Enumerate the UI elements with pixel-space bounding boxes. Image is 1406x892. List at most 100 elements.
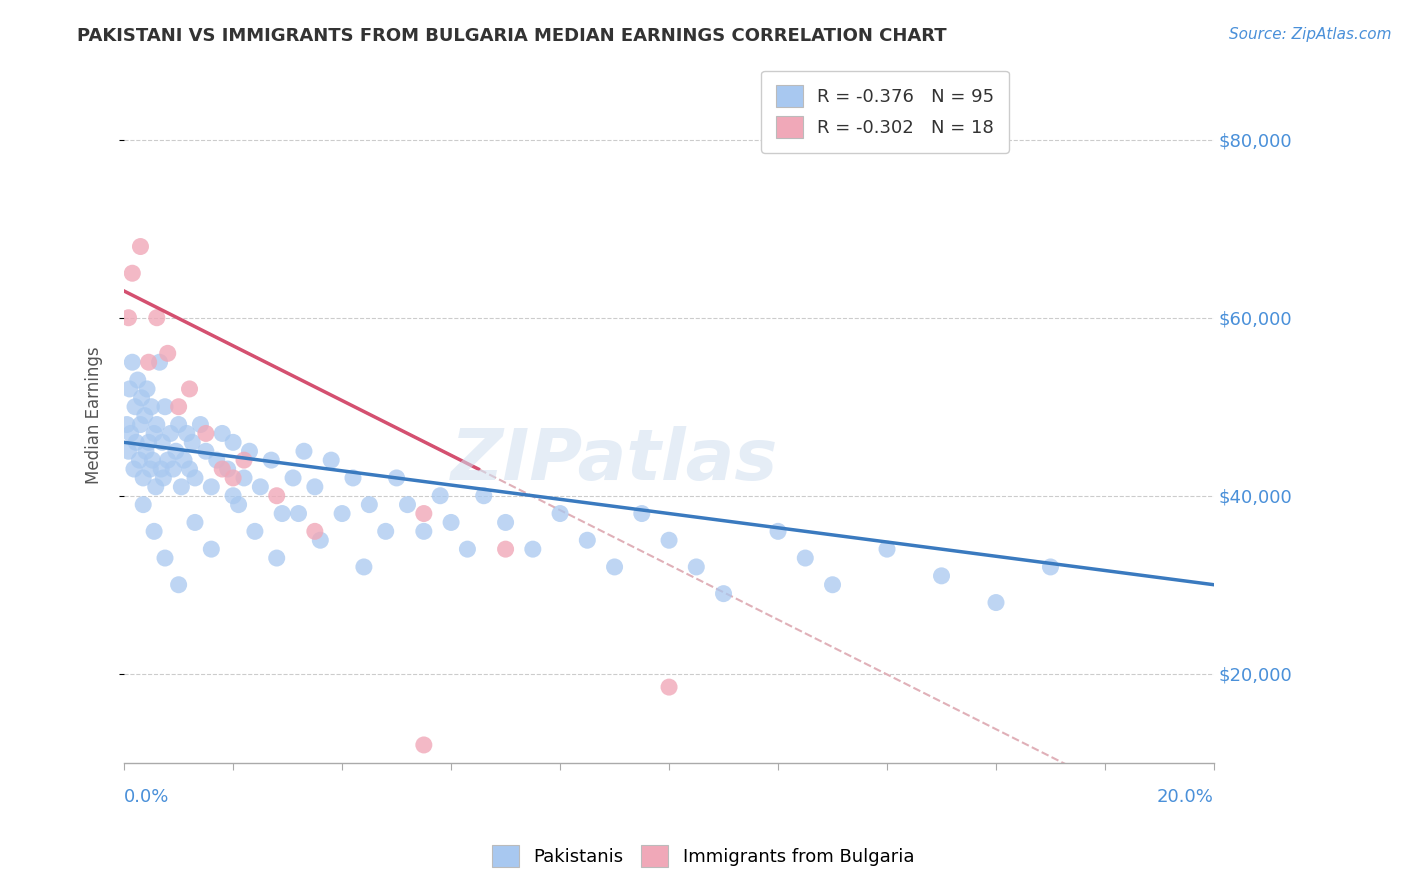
Point xyxy=(205,453,228,467)
Point xyxy=(630,507,652,521)
Point xyxy=(121,355,143,369)
Point xyxy=(135,444,157,458)
Point xyxy=(141,453,163,467)
Point xyxy=(222,471,245,485)
Point xyxy=(138,435,160,450)
Point xyxy=(304,480,326,494)
Point xyxy=(576,533,599,548)
Point xyxy=(713,587,735,601)
Point xyxy=(122,462,145,476)
Point xyxy=(1039,560,1062,574)
Point xyxy=(440,516,463,530)
Point xyxy=(271,507,294,521)
Point xyxy=(238,444,260,458)
Point xyxy=(412,738,434,752)
Point xyxy=(211,462,233,476)
Point xyxy=(146,417,169,432)
Point xyxy=(260,453,283,467)
Point xyxy=(134,409,156,423)
Point xyxy=(222,435,245,450)
Point xyxy=(118,382,141,396)
Point xyxy=(309,533,332,548)
Point xyxy=(138,355,160,369)
Point xyxy=(342,471,364,485)
Point xyxy=(412,524,434,539)
Point xyxy=(353,560,375,574)
Point xyxy=(495,542,517,557)
Text: 20.0%: 20.0% xyxy=(1157,788,1213,805)
Point xyxy=(141,400,163,414)
Point xyxy=(167,417,190,432)
Point xyxy=(429,489,451,503)
Point xyxy=(139,462,162,476)
Point xyxy=(292,444,315,458)
Point xyxy=(159,426,181,441)
Point xyxy=(179,462,201,476)
Point xyxy=(472,489,495,503)
Point xyxy=(931,569,953,583)
Point xyxy=(266,489,288,503)
Point xyxy=(132,471,155,485)
Point xyxy=(233,453,256,467)
Point xyxy=(984,595,1007,609)
Point xyxy=(125,435,148,450)
Point xyxy=(359,498,381,512)
Point xyxy=(304,524,326,539)
Point xyxy=(412,507,434,521)
Point xyxy=(228,498,250,512)
Point xyxy=(117,310,139,325)
Point xyxy=(396,498,419,512)
Point xyxy=(148,355,170,369)
Point xyxy=(132,498,155,512)
Point xyxy=(145,480,167,494)
Point xyxy=(156,453,179,467)
Point xyxy=(522,542,544,557)
Point xyxy=(156,346,179,360)
Point xyxy=(181,435,204,450)
Point xyxy=(128,453,150,467)
Point xyxy=(129,239,152,253)
Point xyxy=(143,426,166,441)
Point xyxy=(152,471,174,485)
Legend: R = -0.376   N = 95, R = -0.302   N = 18: R = -0.376 N = 95, R = -0.302 N = 18 xyxy=(761,70,1008,153)
Point xyxy=(153,551,176,566)
Text: PAKISTANI VS IMMIGRANTS FROM BULGARIA MEDIAN EARNINGS CORRELATION CHART: PAKISTANI VS IMMIGRANTS FROM BULGARIA ME… xyxy=(77,27,948,45)
Point xyxy=(876,542,898,557)
Point xyxy=(129,417,152,432)
Text: ZIPatlas: ZIPatlas xyxy=(451,425,779,495)
Point xyxy=(179,382,201,396)
Legend: Pakistanis, Immigrants from Bulgaria: Pakistanis, Immigrants from Bulgaria xyxy=(485,838,921,874)
Point xyxy=(136,382,159,396)
Point xyxy=(150,435,173,450)
Point xyxy=(200,542,222,557)
Point xyxy=(194,444,217,458)
Point xyxy=(131,391,153,405)
Point xyxy=(153,400,176,414)
Point xyxy=(167,400,190,414)
Point xyxy=(794,551,817,566)
Point xyxy=(249,480,271,494)
Point xyxy=(173,453,195,467)
Point xyxy=(456,542,478,557)
Point xyxy=(162,462,184,476)
Point xyxy=(124,400,146,414)
Point xyxy=(321,453,343,467)
Point xyxy=(281,471,304,485)
Text: 0.0%: 0.0% xyxy=(124,788,170,805)
Point xyxy=(766,524,789,539)
Point xyxy=(821,578,844,592)
Point xyxy=(120,426,142,441)
Point xyxy=(658,680,681,694)
Point xyxy=(184,516,207,530)
Point xyxy=(200,480,222,494)
Point xyxy=(170,480,193,494)
Point xyxy=(211,426,233,441)
Point xyxy=(330,507,353,521)
Y-axis label: Median Earnings: Median Earnings xyxy=(86,347,103,484)
Point xyxy=(233,471,256,485)
Point xyxy=(385,471,408,485)
Point xyxy=(121,266,143,280)
Point xyxy=(685,560,707,574)
Point xyxy=(243,524,266,539)
Point xyxy=(146,310,169,325)
